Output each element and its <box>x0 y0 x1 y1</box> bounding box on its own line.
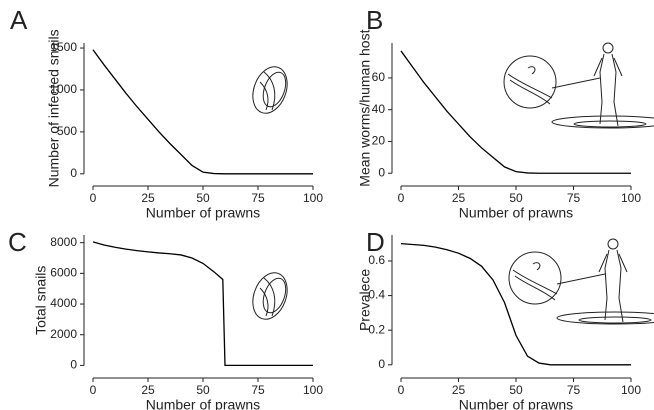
x-axis-label: Number of prawns <box>459 397 573 410</box>
y-tick-label: 6000 <box>50 266 77 280</box>
x-tick-label: 0 <box>90 191 97 205</box>
x-tick-label: 75 <box>251 383 265 397</box>
x-tick-label: 50 <box>509 191 523 205</box>
y-tick-label: 1500 <box>50 40 77 54</box>
y-tick-label: 0.6 <box>368 253 385 267</box>
snail-illustration <box>246 267 294 325</box>
human-illustration <box>508 238 654 325</box>
y-tick-label: 40 <box>372 102 386 116</box>
y-axis-label: Total snails <box>33 266 49 335</box>
x-axis-label: Number of prawns <box>459 205 573 221</box>
x-tick-label: 50 <box>509 383 523 397</box>
x-tick-label: 0 <box>398 191 405 205</box>
panel-letter: B <box>366 5 383 35</box>
x-tick-label: 100 <box>621 383 641 397</box>
y-tick-label: 20 <box>372 134 386 148</box>
x-tick-label: 100 <box>621 191 641 205</box>
snail-illustration <box>246 61 294 119</box>
human-illustration <box>503 42 654 129</box>
y-tick-label: 0 <box>70 166 77 180</box>
line <box>400 50 631 174</box>
line <box>92 49 313 175</box>
x-tick-label: 25 <box>452 383 466 397</box>
y-tick-label: 1000 <box>50 82 77 96</box>
y-tick-label: 4000 <box>50 296 77 310</box>
x-tick-label: 75 <box>251 191 265 205</box>
y-tick-label: 500 <box>57 124 77 138</box>
line <box>400 243 631 366</box>
y-axis-label: Prevalece <box>357 269 373 331</box>
y-axis-label: Number of infected snails <box>46 29 62 187</box>
panel-letter: D <box>366 227 385 257</box>
x-tick-label: 75 <box>567 191 581 205</box>
y-tick-label: 0.4 <box>368 288 385 302</box>
x-tick-label: 25 <box>452 191 466 205</box>
y-tick-label: 8000 <box>50 235 77 249</box>
y-tick-label: 0 <box>378 165 385 179</box>
line <box>92 241 313 367</box>
x-axis-label: Number of prawns <box>146 205 260 221</box>
x-tick-label: 75 <box>567 383 581 397</box>
y-tick-label: 0 <box>378 357 385 371</box>
panel-letter: A <box>10 5 28 35</box>
y-tick-label: 60 <box>372 70 386 84</box>
x-tick-label: 50 <box>196 383 210 397</box>
x-tick-label: 0 <box>90 383 97 397</box>
x-tick-label: 25 <box>141 383 155 397</box>
y-tick-label: 0.2 <box>368 322 385 336</box>
panel-letter: C <box>8 227 27 257</box>
y-tick-label: 0 <box>70 358 77 372</box>
y-tick-label: 2000 <box>50 327 77 341</box>
y-axis-label: Mean worms/human host <box>357 29 373 186</box>
x-tick-label: 0 <box>398 383 405 397</box>
x-tick-label: 100 <box>303 383 323 397</box>
x-tick-label: 25 <box>141 191 155 205</box>
x-axis-label: Number of prawns <box>146 397 260 410</box>
x-tick-label: 100 <box>303 191 323 205</box>
x-tick-label: 50 <box>196 191 210 205</box>
